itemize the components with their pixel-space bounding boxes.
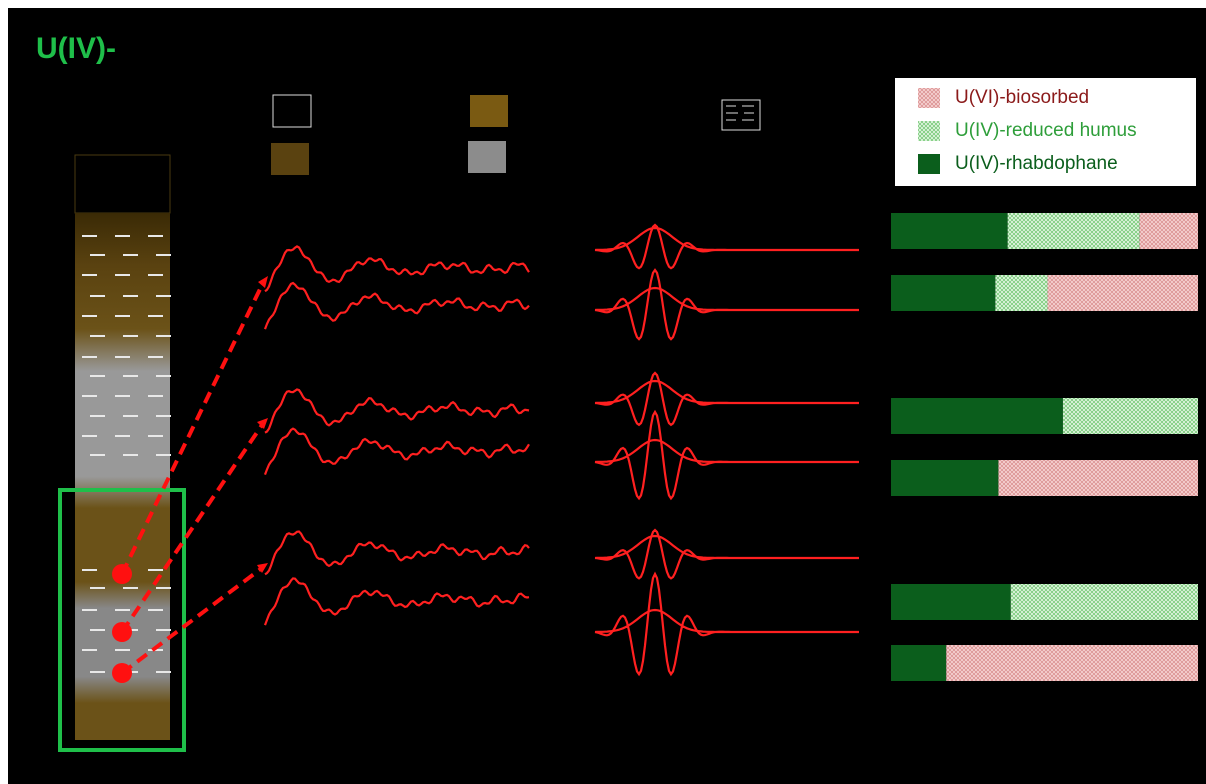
exafs-spectrum [263,427,530,475]
sample-arrows [112,276,268,683]
key-swatch [468,141,506,173]
legend-label: U(VI)-biosorbed [955,87,1089,108]
bar-segment [891,645,947,681]
bar-segment [891,460,999,496]
wavelet-spectrum [594,223,859,270]
bar-segment [891,213,1008,249]
bar-segment [891,398,1063,434]
legend-swatch [918,121,940,141]
bar-segment [946,645,1198,681]
bar-segment [1010,584,1198,620]
soil-column [75,213,170,740]
wavelet-spectrum [594,268,859,341]
bar-segment [1007,213,1140,249]
bar-segment [1062,398,1198,434]
spectra [263,223,859,677]
bar-segment [998,460,1198,496]
legend [895,78,1196,186]
column-top [74,154,171,214]
exafs-spectrum [264,245,530,293]
wavelet-spectrum [594,528,859,580]
title: U(IV)- [36,32,116,65]
selection-box [58,488,186,752]
exafs-spectrum [264,530,530,576]
bar-segment [891,275,996,311]
wavelet-spectrum [594,571,859,677]
exafs-spectrum [263,281,530,330]
exafs-spectrum [263,577,530,626]
bar-segment [891,584,1011,620]
legend-label: U(IV)-reduced humus [955,120,1137,141]
key-icon [721,99,761,131]
wavelet-spectrum [594,371,859,427]
key-swatch [271,143,309,175]
wavelet-spectrum [594,409,859,501]
key-swatch [470,95,508,127]
key-swatch [272,94,312,128]
legend-label: U(IV)-rhabdophane [955,153,1118,174]
exafs-spectrum [264,388,530,434]
bar-segment [995,275,1048,311]
legend-swatch [918,88,940,108]
bar-segment [1139,213,1198,249]
bar-segment [1047,275,1198,311]
legend-swatch [918,154,940,174]
